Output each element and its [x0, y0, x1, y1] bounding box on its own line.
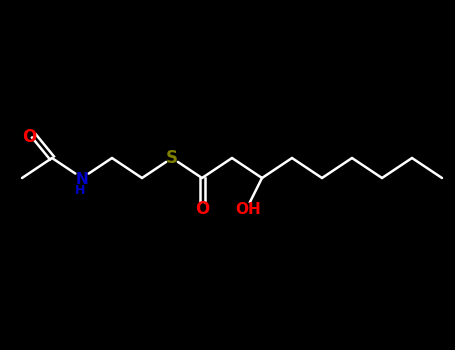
Text: O: O: [195, 200, 209, 218]
Text: OH: OH: [235, 203, 261, 217]
Text: N: N: [76, 173, 88, 188]
Text: H: H: [75, 184, 85, 197]
Text: S: S: [166, 149, 178, 167]
Text: O: O: [22, 128, 36, 146]
